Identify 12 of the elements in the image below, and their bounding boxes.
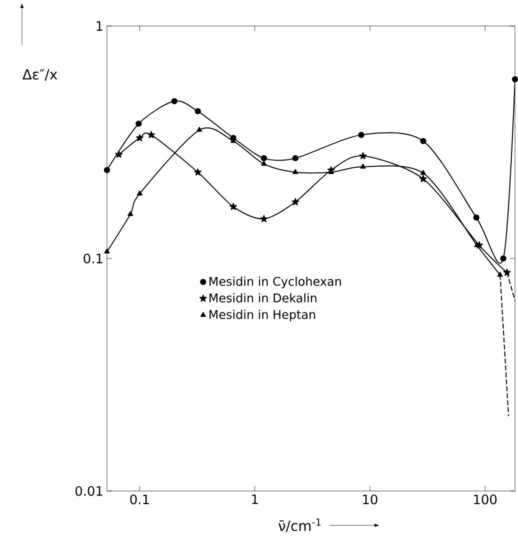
y-tick-label: 0.1 <box>84 254 102 264</box>
y-axis-title: Δε″/x <box>22 69 58 81</box>
x-tick-label: 100 <box>474 494 497 504</box>
x-tick-label: 1 <box>252 494 258 504</box>
x-tick-label: 0.1 <box>130 494 149 504</box>
legend-label: Mesidin in Heptan <box>210 310 316 322</box>
x-tick-label: 10 <box>363 494 378 504</box>
x-axis-title: ν̄/cm$^{-1}$ <box>278 518 321 532</box>
legend-label: Mesidin in Cyclohexan <box>210 276 341 288</box>
y-tick-label: 1 <box>96 21 102 31</box>
legend-label: Mesidin in Dekalin <box>210 293 316 302</box>
y-tick-label: 0.01 <box>76 486 102 496</box>
